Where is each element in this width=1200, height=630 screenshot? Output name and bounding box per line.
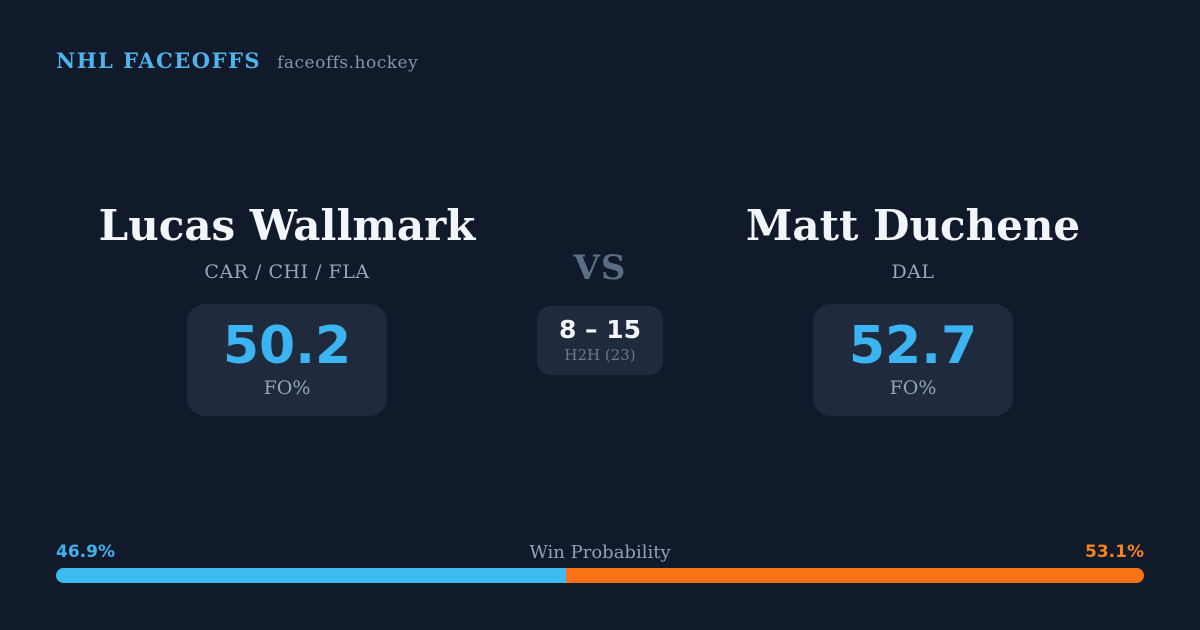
h2h-box: 8 – 15 H2H (23) <box>536 306 664 375</box>
matchup-center: VS 8 – 15 H2H (23) <box>500 251 700 375</box>
site-url: faceoffs.hockey <box>277 53 419 73</box>
h2h-label: H2H (23) <box>564 345 636 364</box>
win-probability-title: Win Probability <box>529 542 671 563</box>
fo-pct-label-left: FO% <box>263 376 311 399</box>
win-probability-right-pct: 53.1% <box>1085 542 1144 562</box>
vs-label: VS <box>573 248 627 288</box>
fo-pct-value-left: 50.2 <box>222 316 352 376</box>
h2h-score: 8 – 15 <box>558 315 642 344</box>
player-name-right: Matt Duchene <box>745 201 1081 250</box>
player-panel-left: Lucas Wallmark CAR / CHI / FLA 50.2 FO% <box>37 205 537 416</box>
header: NHL FACEOFFS faceoffs.hockey <box>56 48 418 73</box>
player-teams-left: CAR / CHI / FLA <box>204 261 370 283</box>
stat-box-right: 52.7 FO% <box>812 304 1014 416</box>
player-teams-right: DAL <box>891 261 935 283</box>
fo-pct-label-right: FO% <box>889 376 937 399</box>
fo-pct-value-right: 52.7 <box>848 316 978 376</box>
player-name-left: Lucas Wallmark <box>98 201 476 250</box>
stat-box-left: 50.2 FO% <box>186 304 388 416</box>
player-panel-right: Matt Duchene DAL 52.7 FO% <box>663 205 1163 416</box>
win-probability-left-pct: 46.9% <box>56 542 115 562</box>
win-bar-left <box>56 568 567 583</box>
brand-title: NHL FACEOFFS <box>56 48 262 73</box>
win-probability-labels: 46.9% Win Probability 53.1% <box>56 542 1144 563</box>
win-bar-right <box>566 568 1144 583</box>
win-probability-bar <box>56 568 1144 583</box>
